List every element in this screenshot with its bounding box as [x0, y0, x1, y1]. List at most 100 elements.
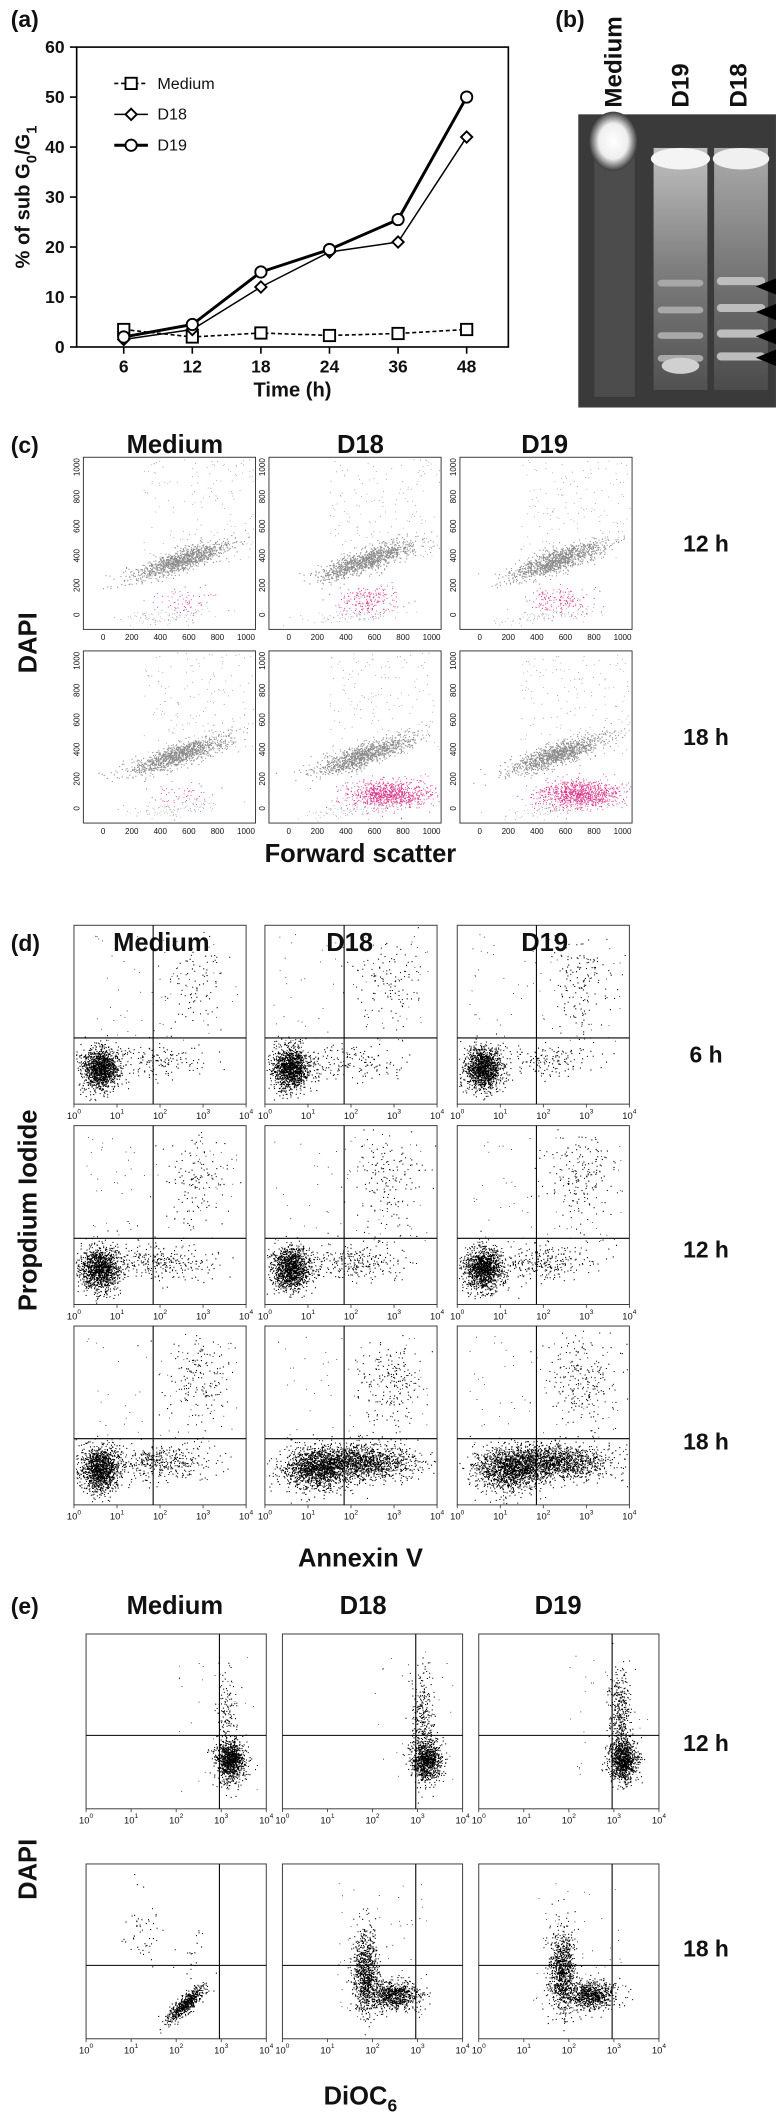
column-header: D18	[337, 431, 384, 459]
x-tick-label: 104	[430, 1109, 444, 1121]
y-tick-label: 400	[449, 742, 458, 756]
column-header: D19	[535, 1592, 582, 1620]
tick-exponent: 3	[617, 1813, 621, 1820]
marker	[253, 280, 268, 294]
y-axis-label: DAPI	[14, 1839, 42, 1900]
panel-label: (b)	[555, 6, 584, 32]
dot-cloud	[341, 1129, 437, 1237]
x-tick-label: 101	[320, 1813, 334, 1825]
plot-frame	[268, 650, 442, 824]
y-tick-label: 400	[258, 548, 267, 562]
tick-exponent: 1	[504, 1109, 508, 1116]
tick-exponent: 2	[354, 1109, 358, 1116]
y-tick-label: 400	[449, 548, 458, 562]
tick-exponent: 4	[466, 1813, 470, 1820]
tick-base: 10	[517, 1815, 527, 1826]
marker	[460, 90, 474, 104]
x-tick-label: 200	[311, 827, 325, 836]
tick-base: 10	[196, 1310, 206, 1321]
plot-frame	[478, 1633, 660, 1810]
x-tick-label: 102	[169, 2043, 183, 2055]
tick-exponent: 2	[547, 1109, 551, 1116]
tick-exponent: 3	[421, 2043, 425, 2050]
y-tick-label: 50	[45, 87, 64, 107]
x-tick-label: 600	[559, 633, 573, 642]
x-tick-label: 102	[153, 1109, 167, 1121]
plot-frame	[459, 456, 633, 630]
y-label-part: /G	[13, 134, 35, 155]
dot-cloud	[525, 583, 605, 621]
y-tick-label: 1000	[258, 651, 267, 669]
tick-exponent: 4	[440, 1309, 444, 1316]
tick-base: 10	[607, 1815, 617, 1826]
tick-exponent: 4	[633, 1509, 637, 1516]
tick-exponent: 4	[440, 1509, 444, 1516]
x-tick-label: 103	[410, 2043, 424, 2055]
x-tick-label: 0	[287, 633, 292, 642]
gel-ladder-band	[657, 279, 704, 287]
gel-smear	[714, 147, 768, 391]
tick-exponent: 0	[461, 1509, 465, 1516]
x-tick-label: 103	[607, 1813, 621, 1825]
tick-base: 10	[153, 1511, 163, 1522]
tick-exponent: 0	[77, 1309, 81, 1316]
marker	[254, 326, 268, 340]
tick-base: 10	[320, 2045, 330, 2056]
y-tick-label: 400	[258, 742, 267, 756]
tick-base: 10	[652, 1815, 662, 1826]
x-tick-label: 101	[110, 1509, 124, 1521]
row-label: 6 h	[690, 1041, 723, 1067]
dot-cloud	[329, 652, 440, 754]
y-tick-label: 0	[449, 806, 458, 811]
x-tick-label: 104	[259, 2043, 273, 2055]
tick-base: 10	[517, 2045, 527, 2056]
x-tick-label: 600	[182, 633, 196, 642]
tick-exponent: 1	[527, 1813, 531, 1820]
x-tick-label: 800	[396, 827, 410, 836]
y-axis-label: Propdium Iodide	[14, 1110, 42, 1312]
x-tick-label: 103	[196, 1509, 210, 1521]
x-tick-label: 103	[387, 1109, 401, 1121]
column-header: D18	[326, 929, 373, 957]
y-tick-label: 0	[258, 806, 267, 811]
x-tick-label: 100	[472, 1813, 486, 1825]
y-tick-label: 1000	[449, 651, 458, 669]
x-tick-label: 0	[287, 827, 292, 836]
tick-exponent: 2	[163, 1309, 167, 1316]
y-tick-label: 1000	[449, 458, 458, 476]
plot-frame	[73, 1125, 247, 1305]
gel-ladder-band	[657, 332, 704, 339]
gel-band	[650, 147, 711, 170]
dot-cloud	[137, 1333, 236, 1457]
tick-exponent: 1	[311, 1309, 315, 1316]
tick-exponent: 3	[206, 1309, 210, 1316]
tick-base: 10	[536, 1110, 546, 1121]
x-tick-label: 103	[387, 1309, 401, 1321]
tick-base: 10	[258, 1310, 268, 1321]
x-tick-label: 103	[214, 1813, 228, 1825]
x-tick-label: 102	[365, 1813, 379, 1825]
row-label: 18 h	[683, 724, 729, 750]
x-tick-label: 103	[579, 1509, 593, 1521]
legend-label: D19	[157, 137, 187, 155]
x-tick-label: 100	[258, 1109, 272, 1121]
tick-base: 10	[258, 1511, 268, 1522]
y-tick-label: 600	[449, 519, 458, 533]
y-tick-label: 1000	[72, 651, 81, 669]
y-tick-label: 600	[258, 713, 267, 727]
plot-frame	[264, 1125, 438, 1305]
tick-exponent: 2	[163, 1109, 167, 1116]
tick-base: 10	[214, 2045, 224, 2056]
dot-cloud	[355, 1335, 433, 1440]
tick-base: 10	[456, 2045, 466, 2056]
gel-smear	[594, 134, 635, 397]
x-tick-label: 1000	[237, 633, 255, 642]
dot-cloud	[477, 1240, 610, 1288]
column-header: Medium	[127, 431, 224, 459]
marker	[117, 330, 131, 344]
tick-exponent: 3	[590, 1509, 594, 1516]
dot-cloud	[143, 584, 230, 624]
tick-base: 10	[169, 1815, 179, 1826]
tick-exponent: 2	[180, 2043, 184, 2050]
